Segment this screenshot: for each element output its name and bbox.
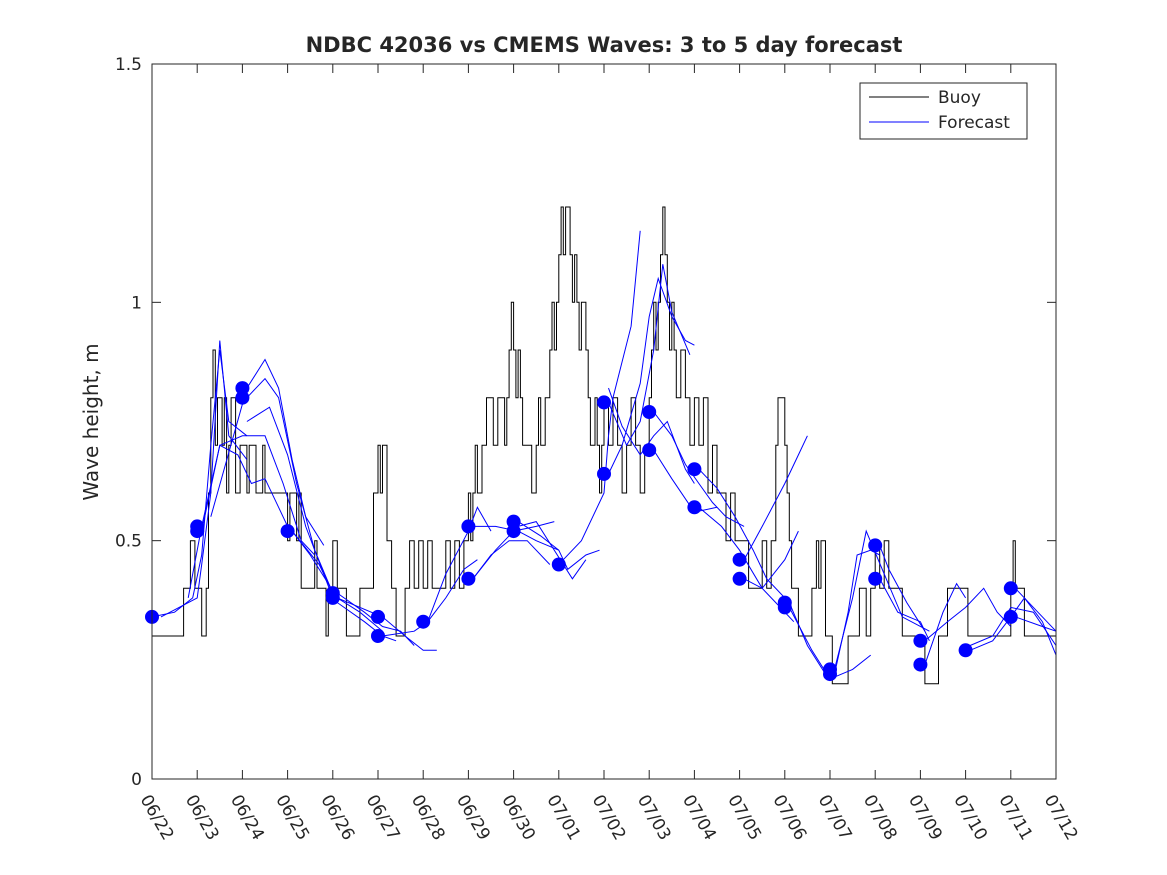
forecast-start-marker-12: [461, 519, 476, 534]
forecast-start-marker-35: [1003, 609, 1018, 624]
y-tick-label: 0: [131, 770, 142, 790]
forecast-start-marker-10: [371, 629, 385, 643]
forecast-line-11: [337, 597, 437, 651]
forecast-start-marker-13: [461, 571, 476, 586]
forecast-start-marker-3: [190, 524, 205, 539]
forecast-line-12: [382, 559, 478, 637]
forecast-start-marker-17: [597, 395, 611, 410]
forecast-start-marker-11: [416, 614, 431, 629]
forecast-start-marker-8: [325, 590, 340, 605]
forecast-start-marker-33: [958, 643, 973, 658]
forecast-line-15: [472, 540, 551, 580]
forecast-line-36: [924, 587, 1012, 642]
forecast-start-marker-23: [732, 552, 747, 567]
forecast-start-marker-4: [235, 381, 250, 396]
forecast-start-marker-9: [371, 609, 385, 624]
forecast-line-7: [246, 406, 334, 599]
y-tick-label: 1: [131, 293, 142, 313]
forecast-start-marker-26: [777, 600, 792, 615]
legend: Buoy Forecast: [859, 82, 1028, 140]
forecast-line-40: [1015, 616, 1057, 632]
forecast-start-marker-6: [280, 524, 295, 539]
forecast-start-marker-32: [913, 657, 928, 672]
forecast-start-marker-22: [687, 500, 702, 515]
forecast-start-marker-30: [868, 571, 883, 586]
forecast-line-24: [653, 411, 745, 527]
legend-forecast-label: Forecast: [938, 113, 1010, 133]
forecast-line-4: [201, 435, 316, 556]
forecast-start-marker-15: [506, 524, 521, 539]
forecast-start-marker-16: [551, 557, 566, 572]
y-tick-label: 1.5: [115, 55, 142, 75]
forecast-start-marker-34: [1003, 581, 1018, 596]
legend-buoy-label: Buoy: [938, 88, 981, 108]
forecast-start-marker-18: [597, 466, 611, 481]
forecast-line-22: [608, 387, 695, 484]
series-layer: [151, 206, 1057, 685]
forecast-start-marker-31: [913, 633, 928, 648]
chart-title: NDBC 42036 vs CMEMS Waves: 3 to 5 day fo…: [306, 33, 903, 57]
forecast-line-27: [743, 435, 808, 560]
forecast-line-3: [187, 444, 293, 598]
forecast-start-marker-5: [235, 390, 250, 405]
forecast-line-21: [608, 264, 691, 447]
forecast-line-38: [969, 606, 1057, 646]
y-axis-label: Wave height, m: [79, 343, 103, 500]
forecast-line-34: [879, 578, 930, 642]
forecast-start-marker-21: [687, 462, 702, 477]
forecast-start-marker-24: [732, 571, 747, 586]
y-tick-label: 0.5: [115, 532, 142, 552]
marker-layer: [145, 381, 1018, 682]
forecast-line-1: [151, 349, 248, 618]
forecast-start-marker-29: [868, 538, 883, 553]
buoy-series-line: [152, 206, 1056, 685]
forecast-line-33: [879, 545, 926, 632]
forecast-line-2: [160, 340, 248, 618]
forecast-start-marker-20: [642, 443, 657, 458]
forecast-start-marker-19: [642, 405, 657, 419]
forecast-line-19: [562, 230, 641, 561]
forecast-start-marker-28: [823, 667, 837, 682]
forecast-line-20: [608, 276, 695, 475]
forecast-line-28: [743, 530, 799, 589]
forecast-line-25: [698, 468, 790, 603]
forecast-line-32: [834, 529, 930, 670]
forecast-line-35: [924, 582, 967, 665]
forecast-line-23: [653, 449, 718, 513]
forecast-line-39: [1014, 587, 1057, 632]
legend-box: [859, 82, 1028, 140]
